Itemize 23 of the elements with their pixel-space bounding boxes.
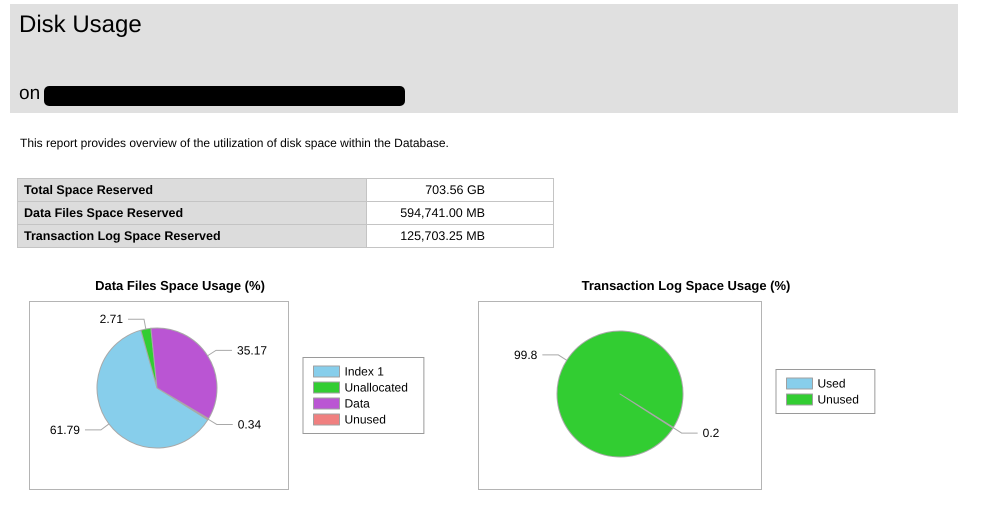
chart-title: Transaction Log Space Usage (%): [582, 278, 790, 293]
data-label: 0.34: [238, 417, 262, 432]
data-label: 99.8: [514, 348, 538, 362]
text: on: [19, 82, 40, 106]
data-label: 35.17: [237, 343, 268, 358]
text: Data Files Space Reserved: [18, 202, 366, 224]
text: Total Space Reserved: [18, 178, 366, 202]
data-label: 61.79: [50, 422, 80, 437]
chart-title: Data Files Space Usage (%): [95, 278, 265, 293]
data-label: 2.71: [100, 312, 124, 326]
legend-label: Unallocated: [344, 380, 408, 394]
legend-label: Data: [344, 396, 370, 410]
text: 594,741.00 MB: [366, 202, 554, 224]
legend-label: Unused: [344, 412, 386, 426]
legend-label: Index 1: [344, 364, 384, 378]
legend-label: Used: [818, 376, 846, 390]
text: Transaction Log Space Reserved: [18, 224, 366, 248]
text: This report provides overview of the utilization of disk space within the Database.: [20, 136, 449, 151]
legend-label: Unused: [818, 392, 859, 406]
data-label: 0.2: [702, 426, 720, 440]
text: 703.56 GB: [366, 178, 554, 202]
text: 125,703.25 MB: [366, 224, 554, 248]
text: Disk Usage: [19, 10, 142, 40]
